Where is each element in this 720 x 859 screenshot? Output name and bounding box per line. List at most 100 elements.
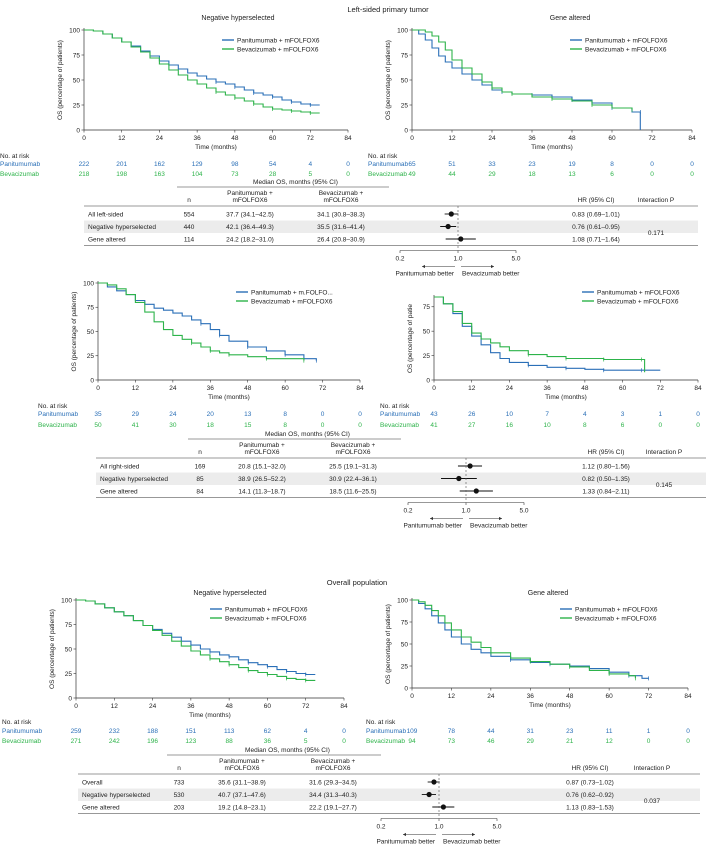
risk-count: 6 [621, 422, 625, 429]
risk-count: 0 [647, 738, 651, 745]
risk-count: 0 [696, 422, 700, 429]
risk-count: 28 [269, 171, 277, 178]
risk-count: 0 [696, 411, 700, 418]
row-hr-text: 1.08 (0.71–1.64) [572, 237, 620, 244]
bevacizumab-better-label: Bevacizumab better [470, 523, 528, 530]
col-header-interaction: Interaction P [634, 765, 671, 772]
forest-tick-label: 1.0 [461, 508, 470, 515]
risk-count: 27 [468, 422, 476, 429]
risk-count: 5 [304, 738, 308, 745]
y-tick-label: 50 [423, 328, 431, 335]
row-n: 554 [184, 212, 195, 219]
x-tick-label: 60 [282, 385, 290, 392]
risk-count: 129 [192, 161, 203, 168]
interaction-p-value: 0.145 [656, 482, 673, 489]
risk-count: 50 [94, 422, 102, 429]
hr-point [473, 488, 479, 494]
risk-count: 23 [566, 728, 574, 735]
risk-count: 151 [185, 728, 196, 735]
row-n: 203 [174, 805, 185, 812]
x-tick-label: 0 [432, 385, 436, 392]
y-tick-label: 75 [65, 622, 73, 629]
row-hr-text: 0.82 (0.50–1.35) [582, 476, 630, 483]
median-os-header: Median OS, months (95% CI) [253, 179, 338, 186]
y-tick-label: 25 [423, 353, 431, 360]
risk-table-title: No. at risk [38, 403, 68, 410]
risk-count: 7 [545, 411, 549, 418]
legend: Panitumumab + mFOLFOX6 Bevacizumab + mFOL… [210, 606, 308, 622]
x-tick-label: 84 [694, 385, 702, 392]
row-median-bevacizumab: 22.2 (19.1–27.7) [309, 805, 357, 812]
x-tick-label: 84 [344, 135, 352, 142]
km-curve-panitumumab [412, 29, 641, 130]
y-tick-label: 50 [401, 77, 409, 84]
x-tick-label: 84 [340, 703, 348, 710]
x-tick-label: 48 [231, 135, 239, 142]
y-tick-label: 0 [404, 685, 408, 692]
risk-count: 0 [321, 411, 325, 418]
risk-count: 29 [527, 738, 535, 745]
risk-count: 41 [430, 422, 438, 429]
x-tick-label: 72 [645, 693, 653, 700]
legend-label-panitumumab: Panitumumab + mFOLFOX6 [225, 606, 308, 613]
y-tick-label: 0 [90, 377, 94, 384]
km-curve-panitumumab [434, 296, 661, 371]
row-median-panitumumab: 20.8 (15.1–32.0) [238, 464, 286, 471]
x-tick-label: 12 [132, 385, 140, 392]
risk-count: 94 [408, 738, 416, 745]
risk-count: 46 [487, 738, 495, 745]
y-tick-label: 75 [423, 304, 431, 311]
y-axis-label: OS (percentage of patie [407, 304, 414, 373]
col-header-bevacizumab-2: mFOLFOX6 [335, 449, 370, 456]
x-tick-label: 48 [226, 703, 234, 710]
row-n: 169 [195, 464, 206, 471]
x-tick-label: 12 [111, 703, 119, 710]
row-median-panitumumab: 38.9 (26.5–52.2) [238, 476, 286, 483]
row-median-bevacizumab: 25.5 (19.1–31.3) [329, 464, 377, 471]
y-tick-label: 0 [426, 377, 430, 384]
row-median-bevacizumab: 30.9 (22.4–36.1) [329, 476, 377, 483]
risk-count: 18 [207, 422, 215, 429]
risk-count: 44 [448, 171, 456, 178]
x-tick-label: 60 [606, 693, 614, 700]
y-axis-label: OS (percentage of patients) [385, 40, 392, 120]
risk-count: 0 [346, 171, 350, 178]
risk-label-panitumumab: Panitumumab [0, 161, 40, 168]
row-median-bevacizumab: 35.5 (31.6–41.4) [317, 224, 365, 231]
risk-count: 0 [358, 411, 362, 418]
x-tick-label: 0 [74, 703, 78, 710]
forest-tick-label: 0.2 [395, 256, 404, 263]
risk-count: 10 [544, 422, 552, 429]
risk-table-title: No. at risk [368, 153, 398, 160]
km-panel-3: 0 12 24 36 48 60 72 84 0 25 50 75 100 Time (months) OS… [38, 280, 364, 429]
x-tick-label: 24 [156, 135, 164, 142]
row-median-panitumumab: 35.6 (31.1–38.9) [218, 780, 266, 787]
row-label: Negative hyperselected [88, 224, 156, 231]
x-tick-label: 36 [194, 135, 202, 142]
risk-count: 78 [448, 728, 456, 735]
x-tick-label: 60 [608, 135, 616, 142]
y-axis-label: OS (percentage of patients) [71, 292, 78, 372]
x-tick-label: 72 [319, 385, 327, 392]
km-curve-bevacizumab [76, 599, 316, 681]
col-header-interaction: Interaction P [638, 197, 675, 204]
legend-label-panitumumab: Panitumumab + mFOLFOX6 [585, 37, 668, 44]
risk-count: 49 [408, 171, 416, 178]
risk-count: 259 [71, 728, 82, 735]
km-curve-bevacizumab [98, 282, 305, 361]
row-median-bevacizumab: 34.1 (30.8–38.3) [317, 212, 365, 219]
risk-count: 11 [606, 728, 613, 735]
row-n: 440 [184, 224, 195, 231]
x-tick-label: 36 [207, 385, 215, 392]
x-tick-label: 24 [169, 385, 177, 392]
row-hr-text: 1.12 (0.80–1.56) [582, 464, 630, 471]
risk-count: 35 [94, 411, 102, 418]
risk-label-panitumumab: Panitumumab [368, 161, 408, 168]
risk-count: 10 [506, 411, 514, 418]
x-tick-label: 12 [118, 135, 126, 142]
x-tick-label: 0 [410, 135, 414, 142]
km-curve-bevacizumab [434, 296, 646, 373]
y-tick-label: 0 [76, 127, 80, 134]
x-tick-label: 0 [82, 135, 86, 142]
